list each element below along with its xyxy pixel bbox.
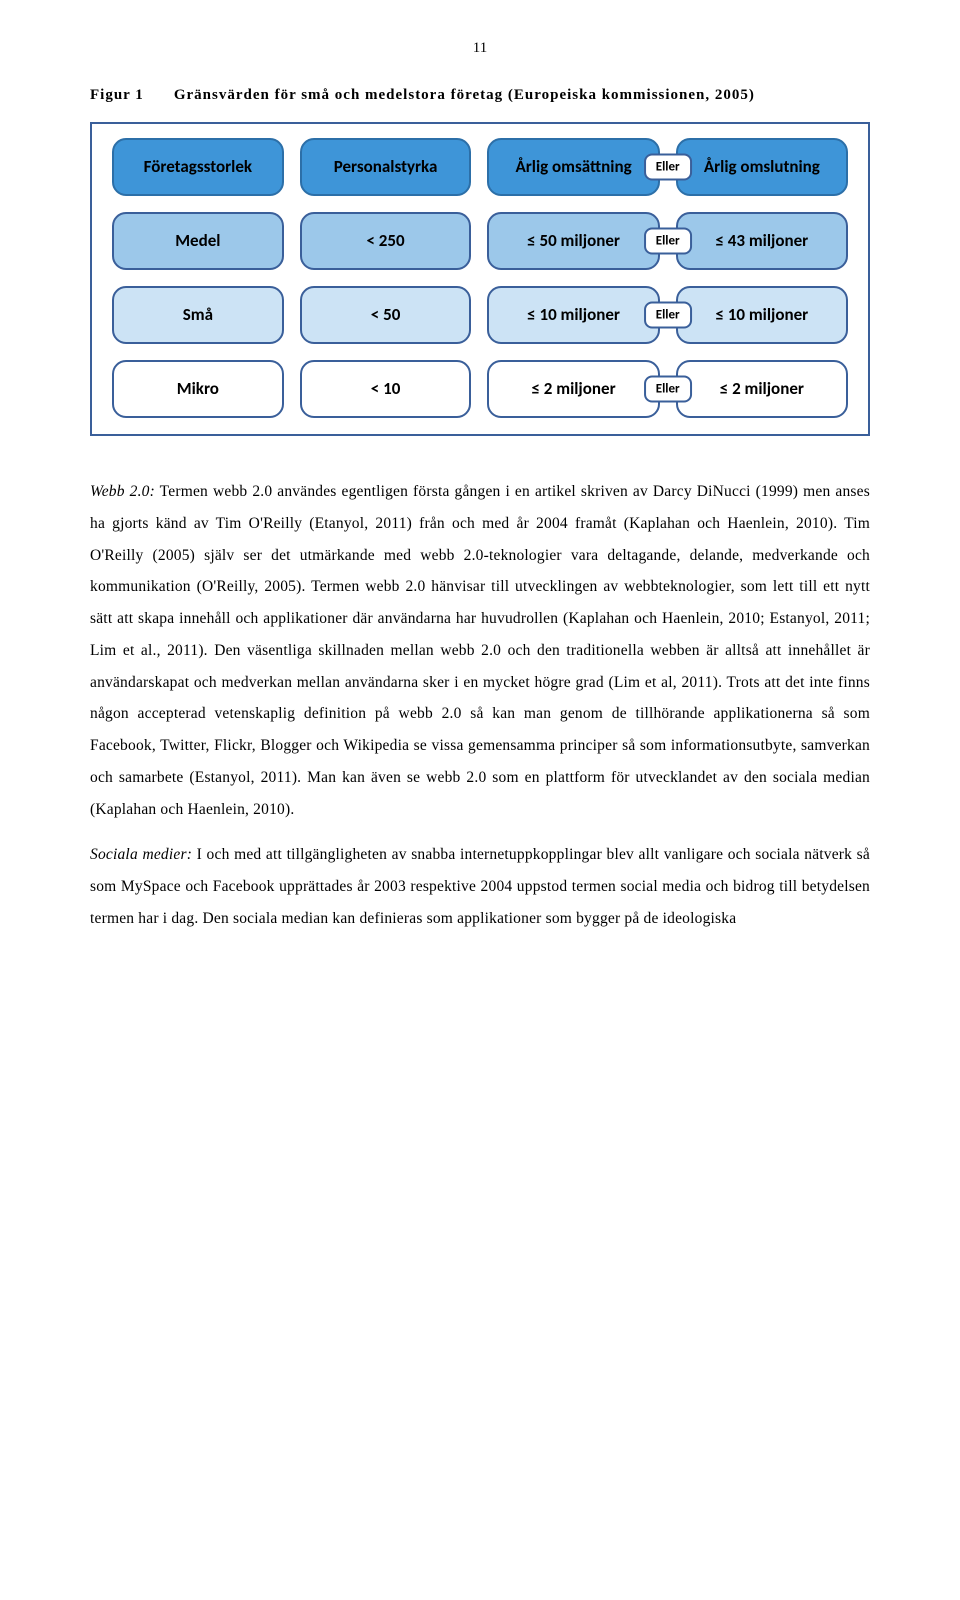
figure-title: Gränsvärden för små och medelstora föret… (174, 87, 755, 103)
medel-pair: ≤ 50 miljoner ≤ 43 miljoner Eller (487, 212, 848, 270)
medel-balance: ≤ 43 miljoner (676, 212, 848, 270)
paragraph-webb20: Webb 2.0: Termen webb 2.0 användes egent… (90, 476, 870, 825)
diagram-header-row: Företagsstorlek Personalstyrka Årlig oms… (112, 138, 848, 196)
figure-label: Figur 1 (90, 87, 144, 103)
para1-text: Termen webb 2.0 användes egentligen förs… (90, 483, 870, 818)
term-sociala-medier: Sociala medier: (90, 846, 192, 863)
eller-badge: Eller (644, 228, 692, 255)
page-number: 11 (90, 40, 870, 57)
para2-text: I och med att tillgängligheten av snabba… (90, 846, 870, 927)
eller-badge: Eller (644, 154, 692, 181)
header-turnover-balance-pair: Årlig omsättning Årlig omslutning Eller (487, 138, 848, 196)
body-text: Webb 2.0: Termen webb 2.0 användes egent… (90, 476, 870, 935)
figure-caption: Figur 1 Gränsvärden för små och medelstor… (90, 87, 870, 104)
sma-pair: ≤ 10 miljoner ≤ 10 miljoner Eller (487, 286, 848, 344)
term-webb20: Webb 2.0: (90, 483, 155, 500)
sma-balance: ≤ 10 miljoner (676, 286, 848, 344)
mikro-balance: ≤ 2 miljoner (676, 360, 848, 418)
medel-size: Medel (112, 212, 284, 270)
diagram-row-medel: Medel < 250 ≤ 50 miljoner ≤ 43 miljoner … (112, 212, 848, 270)
paragraph-sociala-medier: Sociala medier: I och med att tillgängli… (90, 839, 870, 934)
sma-turnover: ≤ 10 miljoner (487, 286, 659, 344)
medel-turnover: ≤ 50 miljoner (487, 212, 659, 270)
threshold-diagram: Företagsstorlek Personalstyrka Årlig oms… (90, 122, 870, 436)
header-turnover: Årlig omsättning (487, 138, 659, 196)
mikro-turnover: ≤ 2 miljoner (487, 360, 659, 418)
eller-badge: Eller (644, 302, 692, 329)
header-balance: Årlig omslutning (676, 138, 848, 196)
medel-staff: < 250 (300, 212, 472, 270)
sma-size: Små (112, 286, 284, 344)
diagram-row-sma: Små < 50 ≤ 10 miljoner ≤ 10 miljoner Ell… (112, 286, 848, 344)
mikro-pair: ≤ 2 miljoner ≤ 2 miljoner Eller (487, 360, 848, 418)
sma-staff: < 50 (300, 286, 472, 344)
diagram-row-mikro: Mikro < 10 ≤ 2 miljoner ≤ 2 miljoner Ell… (112, 360, 848, 418)
mikro-size: Mikro (112, 360, 284, 418)
eller-badge: Eller (644, 376, 692, 403)
header-staff: Personalstyrka (300, 138, 472, 196)
mikro-staff: < 10 (300, 360, 472, 418)
header-company-size: Företagsstorlek (112, 138, 284, 196)
